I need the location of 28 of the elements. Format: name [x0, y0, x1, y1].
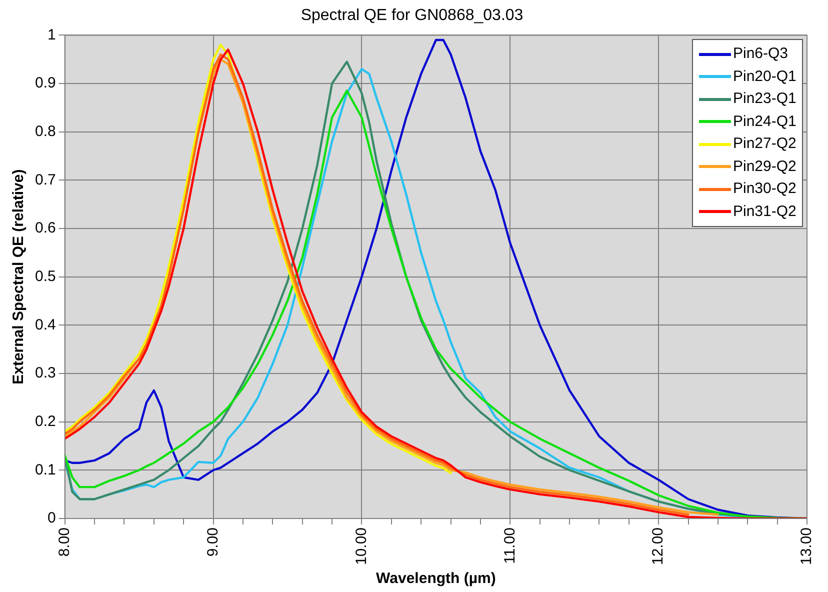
y-tick-label: 0.2 — [34, 412, 56, 430]
x-axis-title: Wavelength (µm) — [376, 570, 496, 588]
legend-label: Pin23-Q1 — [733, 89, 796, 110]
x-tick-label: 11.00 — [501, 527, 518, 564]
legend-label: Pin30-Q2 — [733, 179, 796, 200]
y-tick-label: 1 — [48, 26, 56, 44]
legend-label: Pin6-Q3 — [733, 44, 788, 64]
y-tick-label: 0.7 — [34, 171, 56, 188]
y-tick-label: 0 — [48, 510, 56, 527]
legend-label: Pin20-Q1 — [733, 66, 796, 87]
x-tick-label: 13.00 — [798, 527, 816, 566]
legend-label: Pin24-Q1 — [733, 112, 796, 132]
y-tick-label: 0.6 — [34, 220, 56, 237]
x-tick-label: 8.00 — [56, 527, 73, 557]
y-tick-label: 0.4 — [34, 316, 56, 334]
y-tick-label: 0.3 — [34, 364, 56, 382]
legend-label: Pin27-Q2 — [733, 134, 796, 154]
y-tick-label: 0.9 — [34, 74, 56, 92]
x-tick-label: 9.00 — [204, 527, 222, 557]
x-tick-label: 12.00 — [650, 527, 667, 566]
y-tick-label: 0.5 — [34, 268, 56, 285]
y-tick-label: 0.1 — [34, 461, 56, 478]
y-tick-label: 0.8 — [34, 122, 56, 140]
legend-label: Pin29-Q2 — [733, 156, 796, 177]
legend-label: Pin31-Q2 — [733, 202, 796, 222]
chart-title: Spectral QE for GN0868_03.03 — [300, 7, 524, 24]
y-axis-title: External Spectral QE (relative) — [10, 169, 28, 384]
x-tick-label: 10.00 — [352, 527, 370, 566]
